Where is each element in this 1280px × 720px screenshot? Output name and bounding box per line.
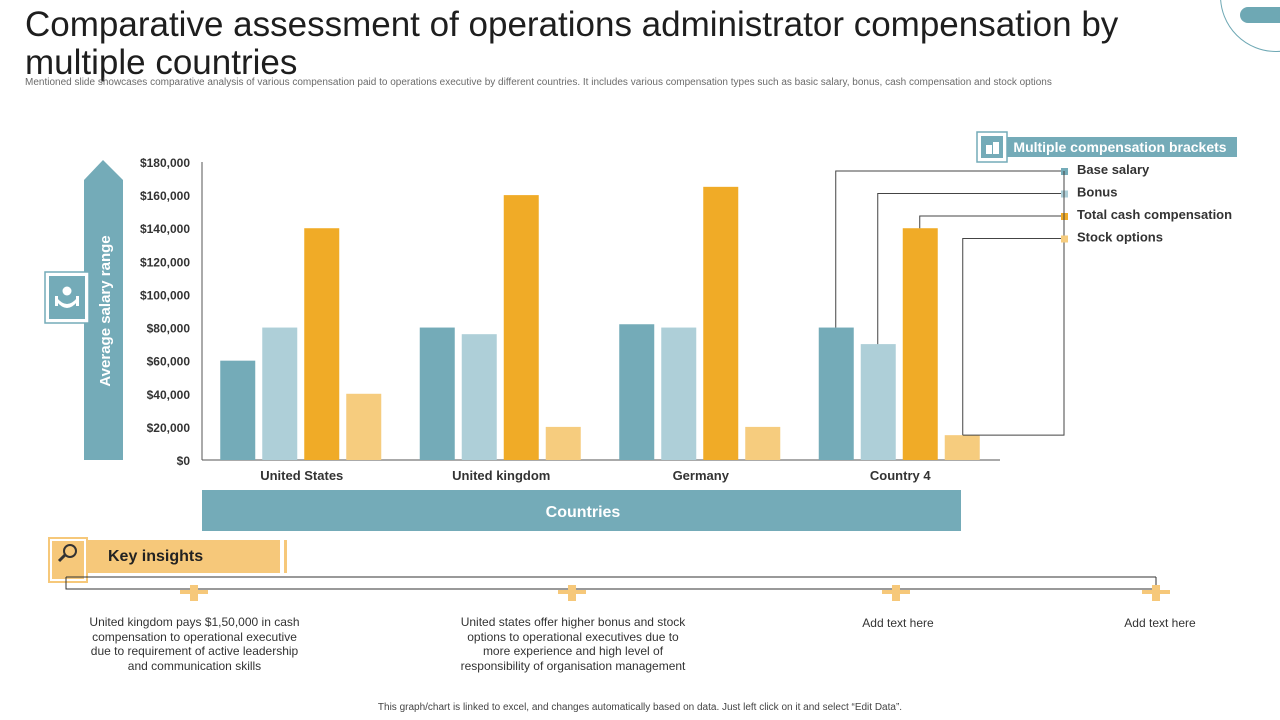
y-tick-label: $120,000 [140, 255, 190, 269]
bar-base-salary[interactable] [419, 327, 455, 460]
salary-icon-background [49, 276, 85, 319]
bar-bonus[interactable] [860, 344, 896, 460]
bar-base-salary[interactable] [619, 324, 655, 460]
y-tick-label: $40,000 [147, 388, 191, 402]
timeline-marker [558, 585, 586, 601]
bar-stock-options[interactable] [944, 435, 980, 460]
legend-label: Stock options [1077, 230, 1163, 245]
corner-decoration-pill [1240, 7, 1280, 23]
bar-total-cash-compensation[interactable] [304, 228, 340, 460]
bar-total-cash-compensation[interactable] [902, 228, 938, 460]
x-axis-title: Countries [546, 504, 621, 521]
page-title: Comparative assessment of operations adm… [25, 5, 1119, 82]
bar-total-cash-compensation[interactable] [503, 195, 539, 460]
legend-leader-line [835, 170, 1064, 328]
x-tick-label: Germany [673, 468, 730, 483]
x-tick-label: United States [260, 468, 343, 483]
bar-stock-options[interactable] [745, 426, 781, 460]
x-axis-band [202, 490, 961, 531]
bar-total-cash-compensation[interactable] [703, 186, 739, 461]
insight-icon-box [48, 537, 88, 583]
compensation-chart[interactable]: Average salary range Multiple compensati… [0, 0, 1280, 540]
y-axis-arrow-shape [84, 160, 123, 460]
footer-note: This graph/chart is linked to excel, and… [377, 702, 903, 713]
magnifier-icon [57, 544, 77, 563]
insight-text: Add text here [1124, 616, 1196, 630]
key-insights-banner: Key insights [86, 540, 280, 573]
timeline-marker [1142, 585, 1170, 601]
bar-base-salary[interactable] [818, 327, 854, 460]
bar-stock-options[interactable] [545, 426, 581, 460]
y-tick-label: $20,000 [147, 421, 191, 435]
legend-title: Multiple compensation brackets [1013, 139, 1226, 155]
y-tick-label: $160,000 [140, 189, 190, 203]
legend-header-bar [1003, 137, 1237, 157]
x-tick-label: United kingdom [452, 468, 550, 483]
key-insights-accent [284, 540, 287, 573]
legend-label: Base salary [1077, 162, 1150, 177]
y-tick-label: $60,000 [147, 355, 191, 369]
legend-leader-line [962, 238, 1064, 436]
bar-bonus[interactable] [262, 327, 298, 460]
x-tick-label: Country 4 [870, 468, 931, 483]
page-subtitle: Mentioned slide showcases comparative an… [25, 77, 1052, 88]
y-tick-label: $100,000 [140, 288, 190, 302]
bar-bonus[interactable] [661, 327, 697, 460]
insight-text: Add text here [862, 616, 934, 630]
y-tick-label: $140,000 [140, 222, 190, 236]
hand-heart-icon [55, 286, 79, 308]
bar-stock-options[interactable] [346, 393, 382, 460]
legend-leader-line [877, 193, 1064, 345]
legend-label: Total cash compensation [1077, 207, 1232, 222]
y-tick-label: $180,000 [140, 156, 190, 170]
y-tick-label: $0 [177, 454, 191, 468]
insight-text: United states offer higher bonus and sto… [460, 615, 686, 673]
bar-base-salary[interactable] [220, 360, 256, 460]
timeline-marker [882, 585, 910, 601]
legend-label: Bonus [1077, 185, 1117, 200]
timeline-marker [180, 585, 208, 601]
money-bag-icon [986, 142, 999, 154]
legend-leader-line [962, 171, 1065, 436]
y-axis-title: Average salary range [97, 235, 114, 386]
key-insights-heading: Key insights [108, 548, 204, 565]
y-tick-label: $80,000 [147, 322, 191, 336]
insight-text: United kingdom pays $1,50,000 in cash co… [89, 615, 300, 673]
insights-timeline [65, 576, 1170, 601]
bar-bonus[interactable] [461, 334, 497, 460]
legend-swatch [1061, 235, 1068, 243]
legend-leader-line [919, 215, 1064, 229]
